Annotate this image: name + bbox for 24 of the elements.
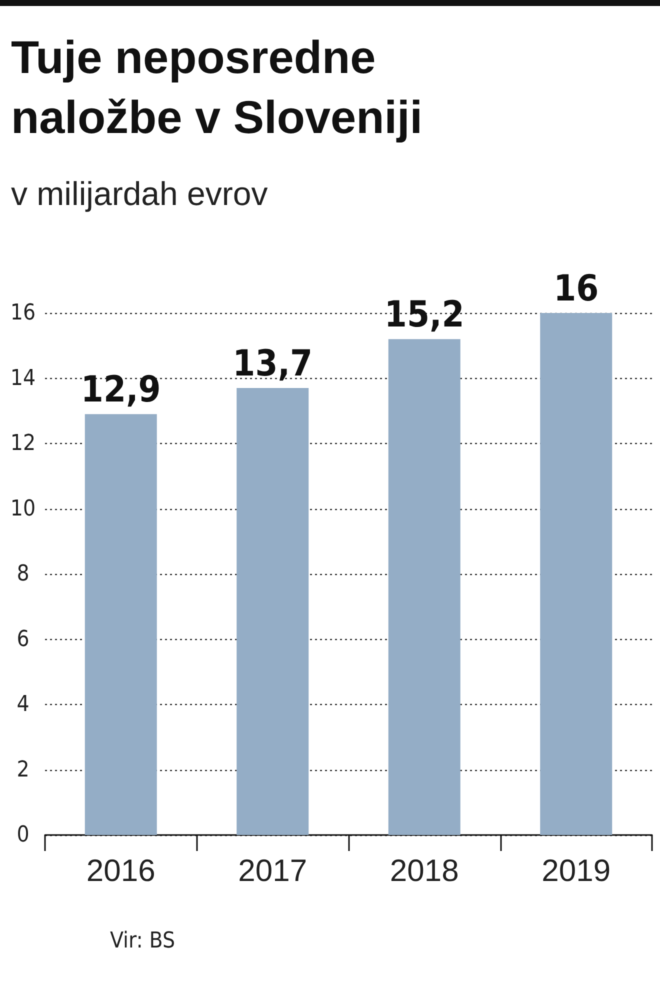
text: Vir: BS — [110, 928, 176, 954]
y-tick-label: 2 — [16, 757, 30, 782]
x-tick-label: 2018 — [390, 853, 459, 888]
x-tick-label: 2017 — [238, 853, 308, 888]
bar — [388, 339, 460, 835]
y-tick-label: 4 — [16, 692, 30, 717]
x-tick-label: 2016 — [86, 853, 156, 888]
bar — [84, 414, 157, 835]
data-label: 15,2 — [384, 294, 464, 336]
chart-subtitle: v milijardah evrov — [11, 175, 268, 212]
y-tick-label: 16 — [10, 300, 36, 326]
bar — [236, 388, 309, 835]
data-label: 12,9 — [80, 370, 161, 411]
data-label: 13,7 — [232, 344, 313, 385]
data-label: 16 — [554, 268, 599, 310]
y-tick-label: 14 — [10, 366, 36, 391]
y-tick-label: 6 — [16, 626, 30, 652]
chart-title: Tuje neposredne naložbe v Sloveniji — [11, 31, 423, 143]
bar — [540, 313, 612, 835]
y-tick-label: 10 — [10, 496, 36, 522]
y-tick-label: 0 — [16, 822, 30, 848]
y-tick-label: 12 — [10, 431, 36, 456]
y-tick-label: 8 — [16, 562, 30, 586]
x-tick-label: 2019 — [542, 853, 611, 888]
